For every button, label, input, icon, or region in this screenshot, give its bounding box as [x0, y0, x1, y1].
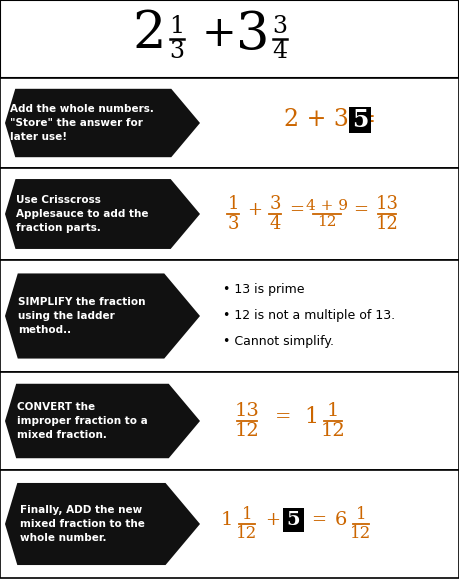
Polygon shape — [5, 89, 200, 157]
Text: =: = — [353, 201, 369, 219]
Text: 1: 1 — [356, 506, 366, 523]
Text: 6: 6 — [335, 511, 347, 529]
Polygon shape — [5, 483, 200, 565]
Text: Add the whole numbers.
"Store" the answer for
later use!: Add the whole numbers. "Store" the answe… — [10, 103, 154, 142]
Bar — [349, 107, 371, 133]
Text: 12: 12 — [317, 215, 337, 229]
Text: 1: 1 — [169, 15, 184, 38]
Text: 5: 5 — [286, 511, 300, 529]
Text: 12: 12 — [321, 422, 345, 440]
Text: 4: 4 — [272, 41, 287, 64]
Text: 12: 12 — [375, 215, 398, 233]
Text: 2 + 3 =: 2 + 3 = — [284, 109, 376, 132]
Text: 1: 1 — [327, 402, 339, 420]
Text: CONVERT the
improper fraction to a
mixed fraction.: CONVERT the improper fraction to a mixed… — [17, 402, 147, 440]
Text: 5: 5 — [352, 108, 368, 132]
Bar — [0, 470, 459, 578]
Bar — [0, 0, 459, 78]
Text: 1: 1 — [227, 195, 239, 213]
Text: • Cannot simplify.: • Cannot simplify. — [223, 336, 334, 349]
Text: 1: 1 — [304, 406, 318, 428]
Text: 12: 12 — [235, 422, 259, 440]
Text: Use Crisscross
Applesauce to add the
fraction parts.: Use Crisscross Applesauce to add the fra… — [16, 195, 148, 233]
Text: 3: 3 — [236, 8, 269, 59]
Text: 1: 1 — [221, 511, 233, 529]
Text: 2: 2 — [133, 8, 166, 59]
Text: 3: 3 — [269, 195, 281, 213]
Polygon shape — [5, 273, 200, 359]
Text: Finally, ADD the new
mixed fraction to the
whole number.: Finally, ADD the new mixed fraction to t… — [20, 505, 145, 543]
Text: 13: 13 — [375, 195, 398, 213]
Text: 4 + 9: 4 + 9 — [306, 199, 348, 213]
Bar — [0, 260, 459, 372]
Text: • 13 is prime: • 13 is prime — [223, 283, 304, 296]
Text: • 12 is not a multiple of 13.: • 12 is not a multiple of 13. — [223, 309, 395, 322]
Text: +: + — [202, 13, 237, 55]
Text: +: + — [265, 511, 280, 529]
Text: 3: 3 — [169, 41, 184, 64]
Polygon shape — [5, 384, 200, 458]
Text: 12: 12 — [350, 525, 372, 542]
Text: 4: 4 — [269, 215, 281, 233]
Text: =: = — [312, 511, 326, 529]
Text: SIMPLIFY the fraction
using the ladder
method..: SIMPLIFY the fraction using the ladder m… — [18, 296, 146, 335]
Text: +: + — [247, 201, 263, 219]
Text: =: = — [290, 201, 304, 219]
Bar — [0, 78, 459, 168]
Text: 12: 12 — [236, 525, 257, 542]
Bar — [0, 372, 459, 470]
Text: 13: 13 — [235, 402, 259, 420]
Bar — [282, 508, 303, 532]
Text: 3: 3 — [272, 15, 287, 38]
Polygon shape — [5, 179, 200, 249]
Text: 3: 3 — [227, 215, 239, 233]
Text: 1: 1 — [242, 506, 252, 523]
Text: =: = — [275, 408, 291, 426]
Bar — [0, 168, 459, 260]
